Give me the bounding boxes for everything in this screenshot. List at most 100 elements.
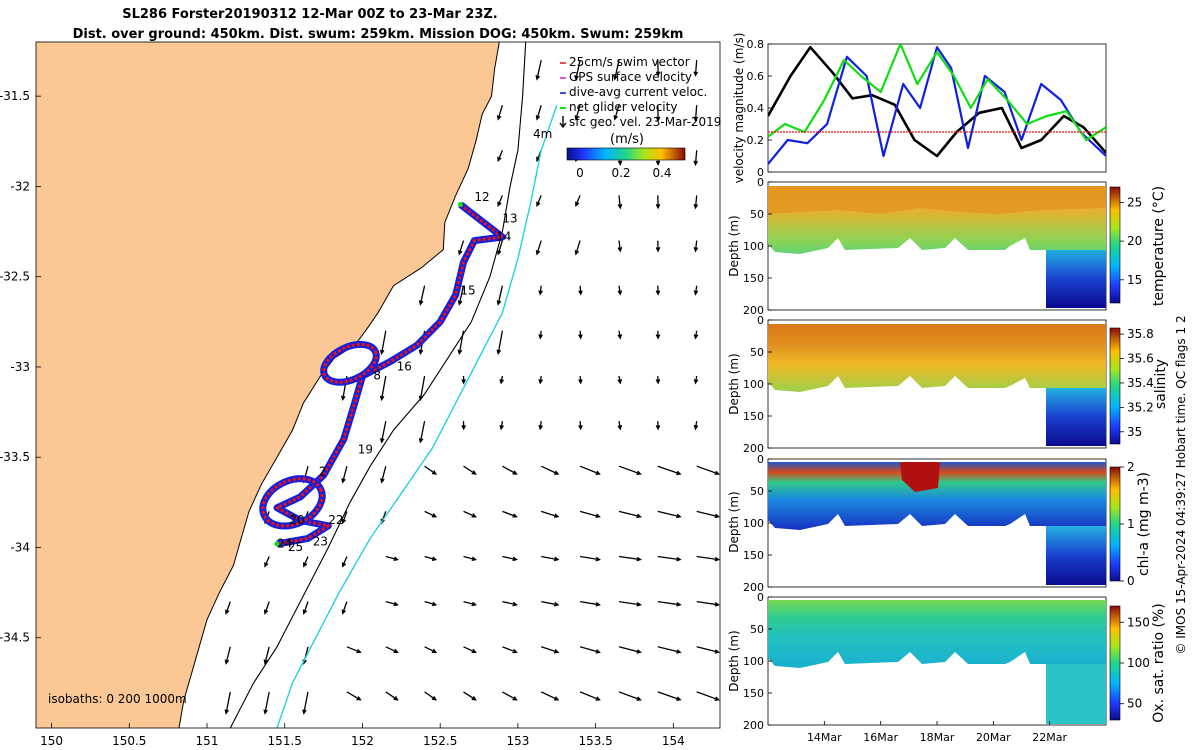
temperature-colorbar	[1109, 186, 1121, 304]
salinity-ylabel: Depth (m)	[727, 353, 741, 414]
depth-ytick-label: 50	[750, 623, 764, 636]
map-ytick-label: -33	[10, 360, 30, 374]
velocity-arrow	[655, 421, 661, 431]
velocity-arrow	[617, 240, 623, 253]
velocity-arrow	[541, 600, 560, 607]
velocity-arrow	[497, 150, 504, 163]
isobath-1000m	[276, 104, 558, 728]
velocity-arrow	[502, 691, 518, 701]
velocity-arrow	[538, 375, 544, 385]
copyright-text: © IMOS 15-Apr-2024 04:39:27 Hobart time.…	[1174, 315, 1188, 654]
velocity-arrow	[617, 420, 623, 431]
velocity-arrow	[693, 105, 699, 122]
velocity-arrow	[224, 646, 231, 665]
depth-ytick-label: 100	[743, 517, 764, 530]
colorbar-tick-label: 100	[1127, 656, 1150, 670]
colorbar-tick-label: 35	[1127, 425, 1142, 439]
velocity-arrow	[538, 285, 543, 296]
velocity-arrow	[655, 375, 661, 385]
isobath-legend-text: isobaths: 0 200 1000m	[48, 692, 187, 706]
velocity-arrow	[418, 285, 426, 306]
velocity-plot-frame	[767, 43, 1107, 173]
velocity-arrow	[424, 510, 438, 518]
velocity-arrow	[574, 240, 581, 256]
depth-ytick-label: 200	[743, 719, 764, 732]
velocity-arrow	[575, 195, 581, 207]
isobath-200m	[229, 42, 527, 728]
velocity-arrow	[379, 330, 387, 356]
velocity-arrow	[418, 420, 426, 444]
velocity-arrow	[617, 330, 623, 340]
velocity-arrow	[655, 195, 661, 210]
velocity-arrow	[424, 465, 437, 475]
velocity-arrow	[458, 240, 465, 256]
map-y-axis: -31.5 -32 -32.5 -33 -33.5 -34 -34.5	[0, 89, 41, 645]
chla-deep-fill	[1046, 526, 1106, 585]
colorbar-tick-label: 50	[1127, 697, 1142, 711]
map-ytick-label: -32.5	[0, 270, 30, 284]
velocity-arrow	[696, 691, 720, 701]
oxygen-colorbar-label: Ox. sat. ratio (%)	[1151, 603, 1167, 722]
velocity-arrow	[657, 691, 682, 701]
depth-ytick-label: 100	[743, 655, 764, 668]
legend-label-net-glider: net glider velocity	[569, 100, 677, 114]
velocity-line-blue	[768, 46, 1106, 165]
velocity-arrow	[536, 195, 542, 207]
chla-colorbar-ticks: 2 1 0	[1120, 460, 1135, 588]
velocity-arrow	[657, 510, 682, 519]
depth-ytick-label: 0	[757, 176, 764, 189]
map-xtick-label: 153	[506, 734, 529, 748]
salinity-section-fill	[768, 324, 1106, 392]
velocity-arrow	[693, 150, 699, 166]
velocity-arrow	[379, 375, 387, 402]
velocity-arrow	[463, 691, 477, 701]
oxygen-y-axis: 0 50 100 150 200	[743, 591, 772, 732]
velocity-arrow	[341, 511, 348, 525]
track-label: 14	[496, 230, 511, 244]
velocity-arrow	[380, 466, 387, 484]
velocity-arrow	[463, 600, 478, 607]
map-xtick-label: 150	[40, 734, 63, 748]
velocity-arrow	[303, 556, 309, 568]
salinity-deep-fill	[1046, 388, 1106, 446]
map-ytick-label: -34	[10, 540, 30, 554]
velocity-arrow	[693, 195, 699, 210]
track-label: 8	[373, 369, 381, 383]
velocity-arrow	[540, 646, 560, 654]
track-label: 15	[460, 284, 475, 298]
temperature-panel: Depth (m) 0 50 100 150 200 25 20 15 temperatur…	[727, 176, 1167, 317]
map-xtick-label: 152.5	[423, 734, 457, 748]
map-xtick-label: 153.5	[578, 734, 612, 748]
velocity-arrow	[541, 510, 560, 518]
depth-ytick-label: 150	[743, 410, 764, 423]
time-xtick-label: 16Mar	[863, 731, 898, 744]
velocity-panel: 0 0.2 0.4 0.6 0.8 velocity magnitude (m/s)	[732, 33, 1107, 184]
velocity-series	[768, 44, 1106, 165]
velocity-arrow	[496, 285, 504, 306]
velocity-arrow	[540, 691, 560, 701]
velocity-ylabel: velocity magnitude (m/s)	[732, 33, 746, 184]
velocity-arrow	[579, 600, 601, 607]
velocity-arrow	[618, 555, 643, 562]
map-ytick-label: -33.5	[0, 450, 30, 464]
velocity-arrow	[263, 691, 270, 715]
velocity-arrow	[346, 691, 362, 701]
velocity-arrow	[502, 646, 518, 654]
colorbar-tick-label: 1	[1127, 517, 1135, 531]
temperature-section-fill	[768, 186, 1106, 308]
depth-ytick-label: 200	[743, 581, 764, 594]
salinity-colorbar-label: salinity	[1153, 359, 1169, 409]
map-ytick-label: -32	[10, 179, 30, 193]
velocity-ytick-label: 0.4	[747, 102, 765, 115]
velocity-arrow	[578, 375, 583, 385]
velocity-arrow	[655, 285, 661, 296]
velocity-line-green	[768, 44, 1106, 142]
track-label: 13	[502, 212, 517, 226]
depth-ytick-label: 50	[750, 485, 764, 498]
velocity-arrow	[463, 646, 477, 654]
depth-ytick-label: 150	[743, 549, 764, 562]
velocity-arrow	[457, 285, 465, 306]
velocity-arrow	[613, 59, 620, 81]
map-xtick-label: 150.5	[112, 734, 146, 748]
map-x-axis: 150 150.5 151 151.5 152 152.5 153 153.5 154	[40, 723, 685, 748]
